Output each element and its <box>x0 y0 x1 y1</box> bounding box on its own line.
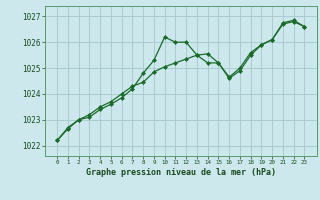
X-axis label: Graphe pression niveau de la mer (hPa): Graphe pression niveau de la mer (hPa) <box>86 168 276 177</box>
